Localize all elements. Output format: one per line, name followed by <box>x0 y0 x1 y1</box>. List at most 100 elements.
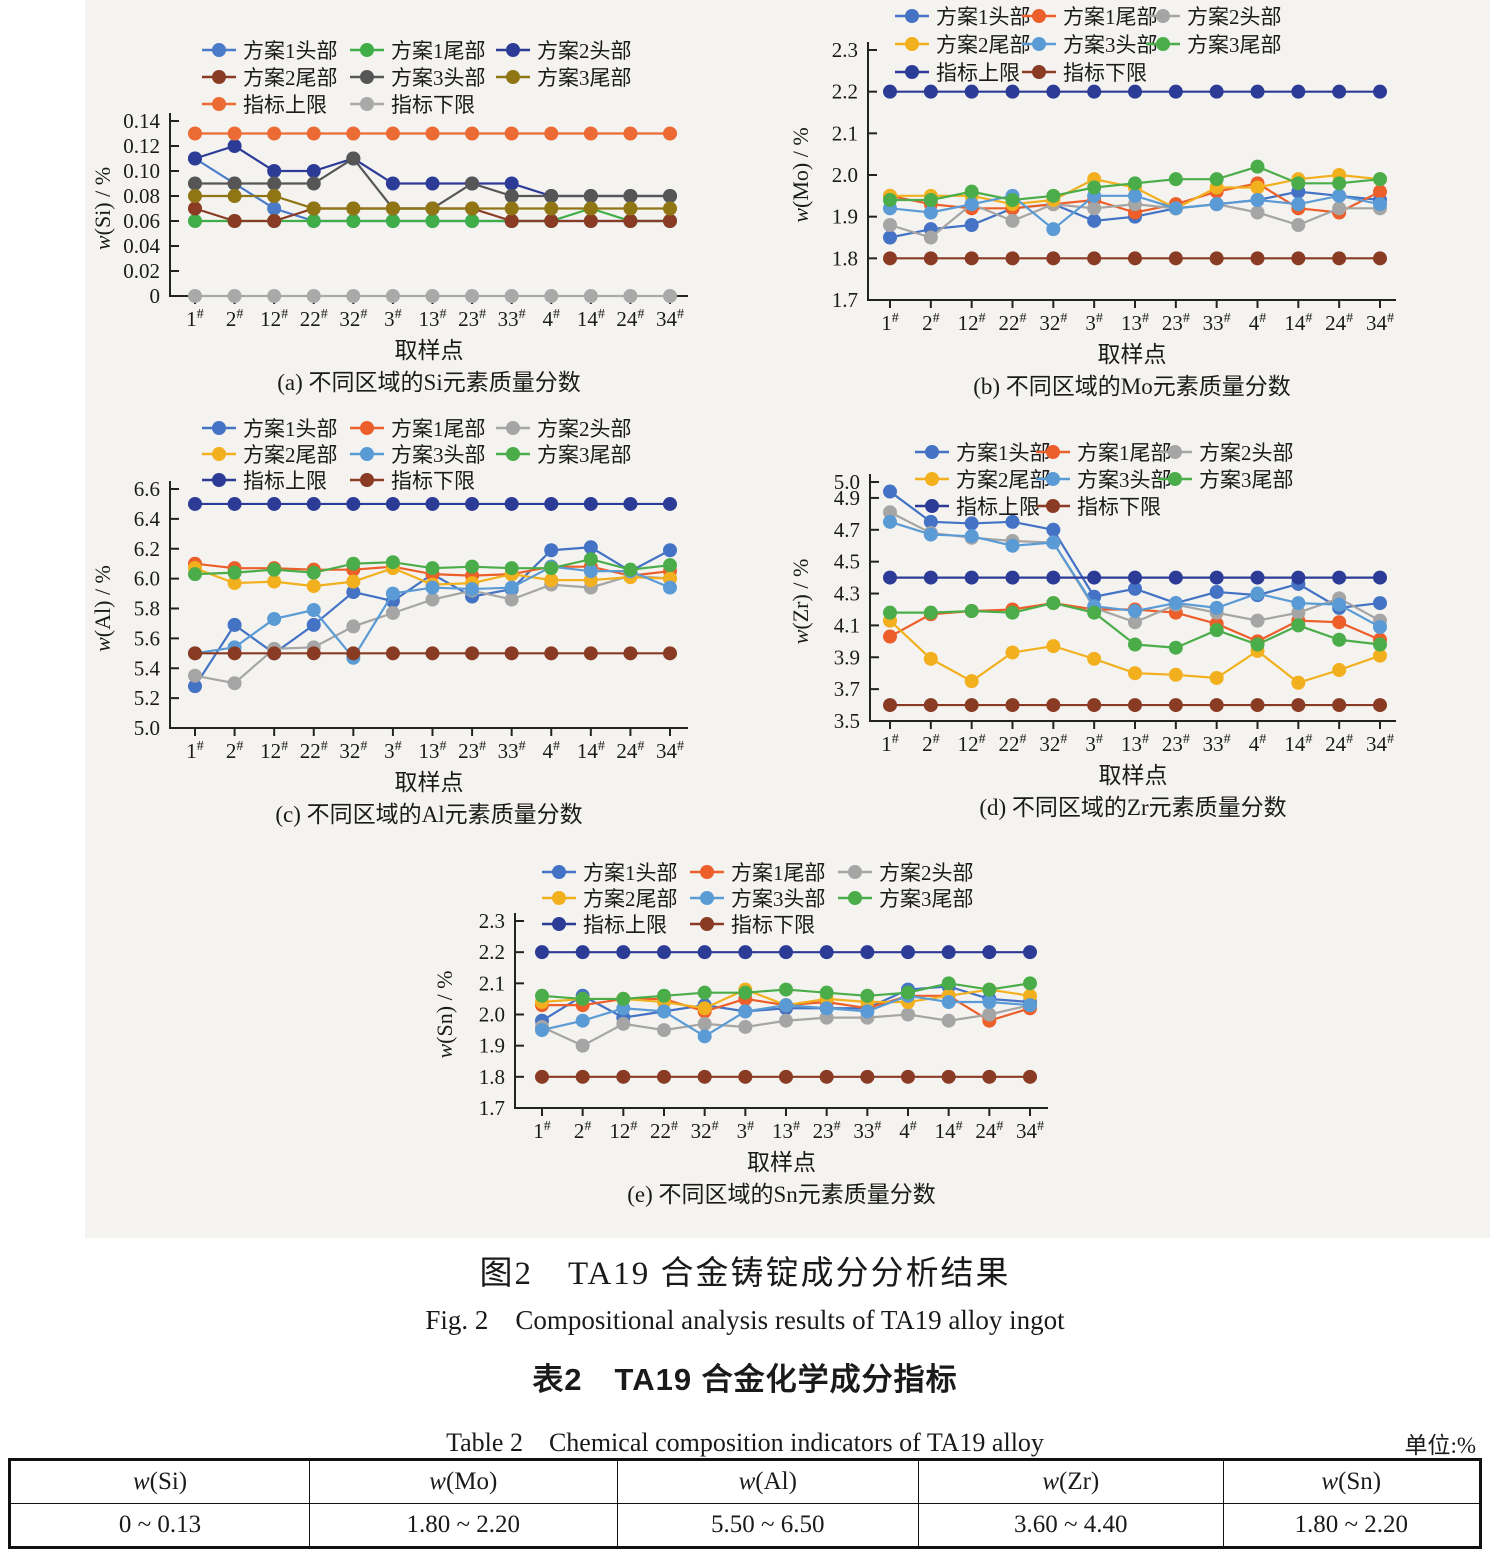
data-point <box>346 619 361 634</box>
data-point <box>982 1007 997 1022</box>
data-point <box>1332 663 1347 678</box>
data-point <box>779 1069 793 1084</box>
legend-label: 方案1尾部 <box>391 417 486 441</box>
data-point <box>267 201 282 216</box>
data-point <box>883 605 897 620</box>
data-point <box>504 201 519 216</box>
data-point <box>267 574 282 589</box>
data-point <box>1005 570 1020 585</box>
data-point <box>883 514 897 529</box>
data-point <box>504 646 519 661</box>
data-point <box>188 496 202 511</box>
svg-text:32#: 32# <box>1039 732 1067 756</box>
data-point <box>504 176 519 191</box>
data-point <box>1332 201 1347 216</box>
svg-text:5.0: 5.0 <box>134 716 160 740</box>
data-point <box>1291 618 1306 633</box>
svg-text:取样点: 取样点 <box>395 770 464 795</box>
svg-text:取样点: 取样点 <box>1099 763 1168 788</box>
svg-text:2#: 2# <box>574 1119 592 1143</box>
svg-text:取样点: 取样点 <box>1098 342 1167 367</box>
data-point <box>623 201 638 216</box>
data-point <box>385 586 400 601</box>
data-point <box>504 580 519 595</box>
svg-text:3.7: 3.7 <box>834 677 860 701</box>
data-point <box>504 592 519 607</box>
data-point <box>623 562 638 577</box>
data-point <box>923 698 938 713</box>
data-point <box>697 1069 712 1084</box>
data-point <box>306 602 321 617</box>
svg-text:w(Al) / %: w(Al) / % <box>90 565 115 652</box>
svg-text:1#: 1# <box>186 307 204 331</box>
svg-text:(a) 不同区域的Si元素质量分数: (a) 不同区域的Si元素质量分数 <box>277 370 580 395</box>
data-point <box>663 189 677 203</box>
table-value-row: 0 ~ 0.13 1.80 ~ 2.20 5.50 ~ 6.50 3.60 ~ … <box>8 1503 1482 1548</box>
data-point <box>663 201 677 216</box>
data-point <box>1046 251 1061 266</box>
data-point <box>923 570 938 585</box>
data-point <box>425 201 440 216</box>
data-point <box>544 201 559 216</box>
data-point <box>982 995 997 1010</box>
legend-marker <box>1032 65 1046 79</box>
data-point <box>1168 84 1183 99</box>
svg-text:2.3: 2.3 <box>479 909 505 933</box>
svg-text:13#: 13# <box>772 1119 800 1143</box>
data-point <box>267 289 282 303</box>
data-point <box>623 289 638 303</box>
data-point <box>982 1069 997 1084</box>
svg-text:5.0: 5.0 <box>834 470 860 494</box>
svg-text:4.1: 4.1 <box>834 613 860 637</box>
data-point <box>227 176 242 191</box>
data-point <box>1291 698 1306 713</box>
figure-caption-zh: 图2 TA19 合金铸锭成分分析结果 <box>479 1256 1011 1292</box>
legend-label: 方案2尾部 <box>956 468 1051 492</box>
legend-marker <box>905 65 919 79</box>
data-point <box>583 646 598 661</box>
svg-text:33#: 33# <box>498 739 526 763</box>
series-方案2尾部 <box>883 613 1387 690</box>
svg-text:2.1: 2.1 <box>479 971 505 995</box>
figure-caption-en: Fig. 2 Compositional analysis results of… <box>425 1305 1065 1335</box>
data-point <box>657 988 671 1003</box>
svg-text:24#: 24# <box>1325 732 1353 756</box>
svg-text:13#: 13# <box>1121 311 1149 335</box>
legend-label: 指标下限 <box>391 93 475 117</box>
data-point <box>883 230 897 245</box>
data-point <box>575 1038 590 1053</box>
svg-text:12#: 12# <box>958 732 986 756</box>
data-point <box>1087 651 1102 666</box>
data-point <box>425 592 440 607</box>
data-point <box>964 218 979 232</box>
axes <box>169 481 688 736</box>
legend-marker <box>905 9 919 23</box>
data-point <box>544 214 559 228</box>
data-point <box>267 611 282 626</box>
data-point <box>306 176 321 191</box>
data-point <box>504 289 519 303</box>
series-方案3尾部 <box>188 189 677 216</box>
chart-b-canvas: 1.7 1.8 1.9 2.0 2.1 2.2 2.3 1# 2# 12# 22# 32# 3# 13# 2… <box>788 5 1396 399</box>
data-point <box>779 982 793 997</box>
data-point <box>964 516 979 531</box>
data-point <box>1087 84 1102 99</box>
data-point <box>188 214 202 228</box>
data-point <box>425 580 440 595</box>
data-point <box>1046 188 1061 203</box>
data-point <box>425 646 440 661</box>
data-point <box>697 985 712 1000</box>
chart-a-canvas: 00.020.040.060.080.100.120.14 1# 2# 12# 22# 3… <box>90 39 688 395</box>
data-point <box>1332 698 1347 713</box>
svg-text:1#: 1# <box>186 739 204 763</box>
svg-text:2#: 2# <box>226 739 244 763</box>
data-point <box>1128 637 1142 652</box>
data-point <box>663 646 677 661</box>
data-point <box>306 646 321 661</box>
legend-marker <box>506 43 520 57</box>
svg-text:(d) 不同区域的Zr元素质量分数: (d) 不同区域的Zr元素质量分数 <box>979 795 1286 820</box>
svg-text:3.9: 3.9 <box>834 645 860 669</box>
data-point <box>1087 698 1102 713</box>
data-point <box>385 605 400 620</box>
